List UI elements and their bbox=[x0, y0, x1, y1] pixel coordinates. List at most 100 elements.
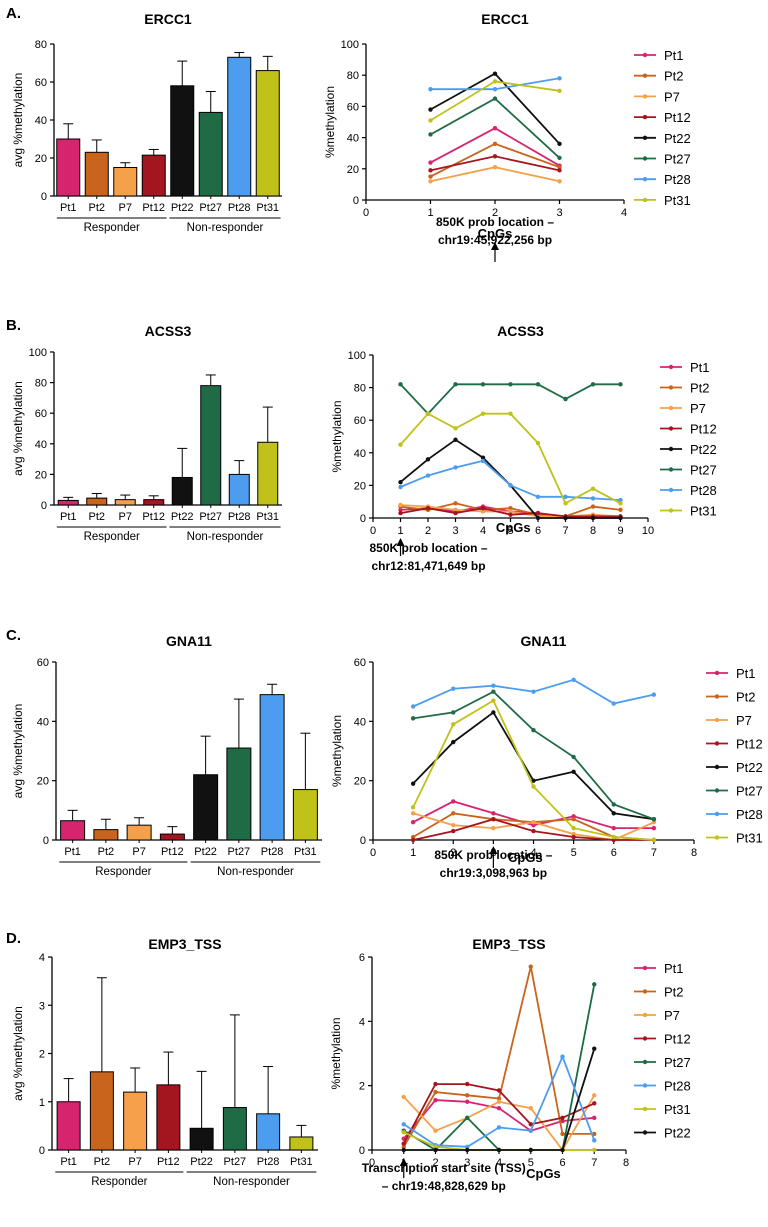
series-line-Pt28 bbox=[400, 459, 621, 501]
bar-Pt2 bbox=[89, 1071, 114, 1151]
series-point-Pt12 bbox=[496, 1088, 502, 1093]
panel-label: B. bbox=[6, 317, 21, 334]
series-point-P7 bbox=[592, 1093, 597, 1098]
legend-label: Pt28 bbox=[690, 483, 717, 498]
bar-Pt2 bbox=[84, 151, 109, 197]
series-point-Pt1 bbox=[592, 1115, 597, 1121]
bar-category-label: Pt1 bbox=[60, 202, 77, 214]
group-label-responder: Responder bbox=[91, 1176, 147, 1188]
legend-marker-Pt1 bbox=[642, 965, 648, 971]
group-label-responder: Responder bbox=[84, 531, 140, 543]
line-y-tick-label: 0 bbox=[360, 513, 366, 525]
legend-marker-Pt12 bbox=[714, 741, 720, 746]
bar-P7 bbox=[114, 499, 136, 506]
panel-label: D. bbox=[6, 930, 21, 947]
bar-category-label: Pt31 bbox=[290, 1156, 313, 1168]
series-point-Pt22 bbox=[491, 710, 496, 715]
series-point-Pt28 bbox=[618, 497, 623, 503]
bar-category-label: Pt28 bbox=[257, 1156, 280, 1168]
annotation-arrow-head bbox=[491, 242, 499, 250]
legend-label: Pt31 bbox=[690, 504, 717, 519]
line-x-tick-label: 0 bbox=[369, 1157, 375, 1169]
series-point-Pt31 bbox=[401, 1130, 406, 1135]
line-x-axis-label: CpGs bbox=[508, 850, 543, 865]
line-y-tick-label: 100 bbox=[341, 39, 359, 51]
legend-label: Pt28 bbox=[736, 807, 763, 822]
series-point-Pt27 bbox=[531, 728, 536, 733]
series-point-Pt12 bbox=[428, 168, 433, 173]
series-point-Pt22 bbox=[480, 455, 486, 460]
bar-chart-title: EMP3_TSS bbox=[148, 936, 221, 952]
legend-label: Pt22 bbox=[664, 131, 691, 146]
series-point-Pt31 bbox=[531, 784, 536, 789]
series-point-Pt12 bbox=[491, 817, 496, 822]
series-point-P7 bbox=[401, 1094, 406, 1100]
legend-marker-Pt27 bbox=[714, 788, 720, 793]
legend-label: Pt12 bbox=[664, 110, 691, 125]
bar-Pt28 bbox=[227, 56, 252, 197]
series-point-Pt22 bbox=[398, 479, 403, 485]
series-point-Pt28 bbox=[410, 704, 416, 709]
series-point-Pt2 bbox=[453, 501, 458, 506]
bar-category-label: Pt31 bbox=[256, 511, 279, 523]
series-point-Pt22 bbox=[611, 811, 616, 816]
bar-category-label: Pt1 bbox=[60, 1156, 77, 1168]
bar-y-tick-label: 0 bbox=[43, 835, 49, 847]
bar-category-label: Pt27 bbox=[228, 846, 251, 858]
line-y-tick-label: 6 bbox=[359, 952, 365, 964]
series-point-Pt28 bbox=[453, 465, 458, 470]
annotation-text-line2: chr12:81,471,649 bp bbox=[371, 559, 485, 573]
series-point-Pt22 bbox=[560, 1147, 565, 1153]
line-x-axis-label: CpGs bbox=[478, 226, 513, 241]
annotation-text-line2: chr19:3,098,963 bp bbox=[440, 866, 547, 880]
series-point-Pt31 bbox=[571, 825, 576, 831]
legend-label: Pt22 bbox=[664, 1126, 691, 1141]
legend-marker-P7 bbox=[642, 94, 648, 99]
legend-label: Pt31 bbox=[664, 1102, 691, 1117]
line-x-tick-label: 0 bbox=[370, 525, 376, 537]
legend-label: Pt27 bbox=[736, 784, 763, 799]
line-y-axis-label: %methylation bbox=[323, 86, 337, 158]
series-point-P7 bbox=[433, 1128, 438, 1133]
bar-y-tick-label: 60 bbox=[37, 657, 49, 669]
legend-marker-Pt27 bbox=[642, 156, 648, 161]
bar-y-tick-label: 60 bbox=[35, 408, 47, 420]
annotation-arrow-head bbox=[399, 1158, 408, 1166]
series-point-Pt22 bbox=[563, 515, 568, 521]
legend-label: P7 bbox=[690, 401, 706, 416]
line-x-tick-label: 8 bbox=[590, 525, 596, 537]
legend-marker-Pt31 bbox=[668, 508, 674, 513]
bar-category-label: Pt22 bbox=[194, 846, 217, 858]
series-point-Pt12 bbox=[451, 828, 456, 834]
annotation-text-line1: 850K prob location – bbox=[434, 848, 552, 862]
legend-label: Pt1 bbox=[664, 48, 684, 63]
line-x-tick-label: 4 bbox=[621, 207, 627, 219]
series-point-Pt1 bbox=[492, 126, 498, 131]
series-point-Pt22 bbox=[590, 515, 596, 521]
series-point-Pt12 bbox=[425, 506, 431, 511]
series-point-Pt12 bbox=[492, 154, 498, 159]
series-point-Pt2 bbox=[618, 507, 623, 513]
legend-label: Pt22 bbox=[736, 760, 763, 775]
bar-Pt27 bbox=[226, 747, 252, 841]
series-point-Pt31 bbox=[480, 411, 486, 416]
legend-label: Pt27 bbox=[664, 152, 691, 167]
annotation-text-line1: 850K prob location – bbox=[436, 215, 554, 229]
series-point-Pt12 bbox=[557, 168, 562, 173]
legend-label: Pt28 bbox=[664, 1079, 691, 1094]
series-line-Pt27 bbox=[399, 383, 621, 416]
bar-Pt31 bbox=[255, 70, 280, 197]
bar-category-label: Pt22 bbox=[171, 511, 194, 523]
line-y-axis-label: %methylation bbox=[330, 400, 344, 472]
bar-chart-title: GNA11 bbox=[166, 633, 212, 649]
legend-marker-Pt12 bbox=[668, 426, 674, 431]
bar-category-label: P7 bbox=[132, 846, 145, 858]
annotation-text-line2: – chr19:48,828,629 bp bbox=[382, 1179, 506, 1193]
annotation-text-line1: Transcription start site (TSS) bbox=[362, 1161, 526, 1175]
bar-chart-title: ACSS3 bbox=[145, 323, 192, 339]
series-line-Pt2 bbox=[403, 966, 595, 1148]
bar-y-tick-label: 20 bbox=[35, 469, 47, 481]
line-y-tick-label: 20 bbox=[347, 164, 359, 176]
bar-category-label: Pt12 bbox=[142, 511, 165, 523]
line-y-tick-label: 2 bbox=[359, 1081, 365, 1093]
